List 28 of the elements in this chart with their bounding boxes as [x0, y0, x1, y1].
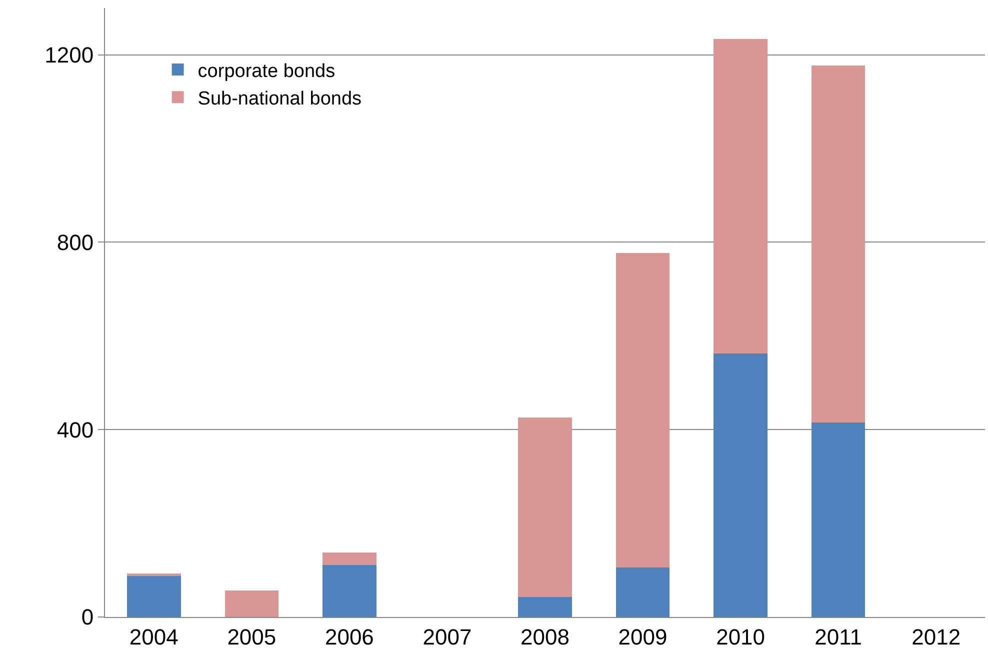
bar [616, 253, 670, 568]
bar [127, 575, 181, 617]
x-tick-label: 2010 [716, 624, 766, 650]
bar [714, 354, 768, 617]
bar [224, 590, 279, 617]
bar [616, 567, 670, 617]
bar [518, 417, 572, 597]
y-tick-label: 400 [56, 417, 94, 442]
bar [127, 573, 181, 576]
y-tick-label: 0 [81, 604, 94, 630]
x-tick-label: 2011 [814, 624, 862, 650]
bar [322, 552, 376, 565]
bar [714, 38, 768, 354]
x-tick-label: 2007 [422, 624, 472, 650]
bar [811, 422, 866, 617]
x-tick-label: 2004 [129, 624, 178, 650]
bar [811, 66, 866, 423]
x-tick-label: 2006 [324, 624, 374, 650]
x-tick-label: 2012 [912, 624, 961, 650]
x-tick-label: 2005 [227, 624, 276, 650]
legend-label: Sub-national bonds [198, 88, 362, 110]
y-tick-label: 800 [56, 230, 94, 255]
legend-label: corporate bonds [198, 60, 336, 82]
y-tick-label: 1200 [44, 42, 94, 68]
x-tick-label: 2008 [520, 624, 570, 650]
bar [322, 565, 376, 617]
bar [518, 596, 572, 617]
x-tick-label: 2009 [618, 624, 668, 650]
